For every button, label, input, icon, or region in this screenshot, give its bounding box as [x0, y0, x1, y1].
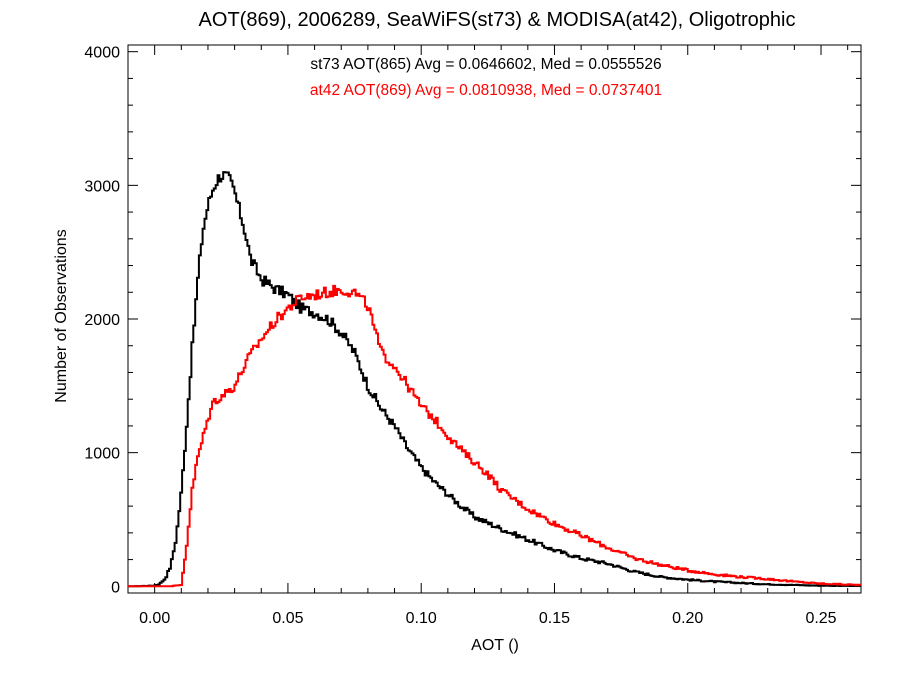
y-axis-label: Number of Observations — [53, 229, 70, 402]
x-tick-label: 0.10 — [406, 610, 437, 627]
y-tick-label: 0 — [111, 579, 120, 596]
series-line-st73 — [128, 171, 861, 588]
y-tick-label: 3000 — [84, 178, 120, 195]
annotation-st73: st73 AOT(865) Avg = 0.0646602, Med = 0.0… — [310, 56, 661, 73]
x-tick-label: 0.05 — [272, 610, 303, 627]
y-tick-label: 4000 — [84, 45, 120, 62]
y-tick-labels: 0 1000 2000 3000 4000 — [84, 45, 120, 597]
plot-frame — [127, 44, 862, 594]
x-tick-label: 0.15 — [539, 610, 570, 627]
series-lines — [128, 171, 861, 588]
x-tick-label: 0.20 — [672, 610, 703, 627]
x-tick-label: 0.25 — [805, 610, 836, 627]
chart-title: AOT(869), 2006289, SeaWiFS(st73) & MODIS… — [199, 9, 796, 31]
annotation-at42: at42 AOT(869) Avg = 0.0810938, Med = 0.0… — [310, 82, 662, 99]
series-line-at42 — [128, 284, 861, 588]
x-tick-label: 0.00 — [139, 610, 170, 627]
y-tick-label: 1000 — [84, 446, 120, 463]
axis-ticks — [127, 45, 861, 593]
y-tick-label: 2000 — [84, 312, 120, 329]
x-axis-label: AOT () — [471, 637, 519, 654]
x-tick-labels: 0.00 0.05 0.10 0.15 0.20 0.25 — [139, 610, 837, 627]
